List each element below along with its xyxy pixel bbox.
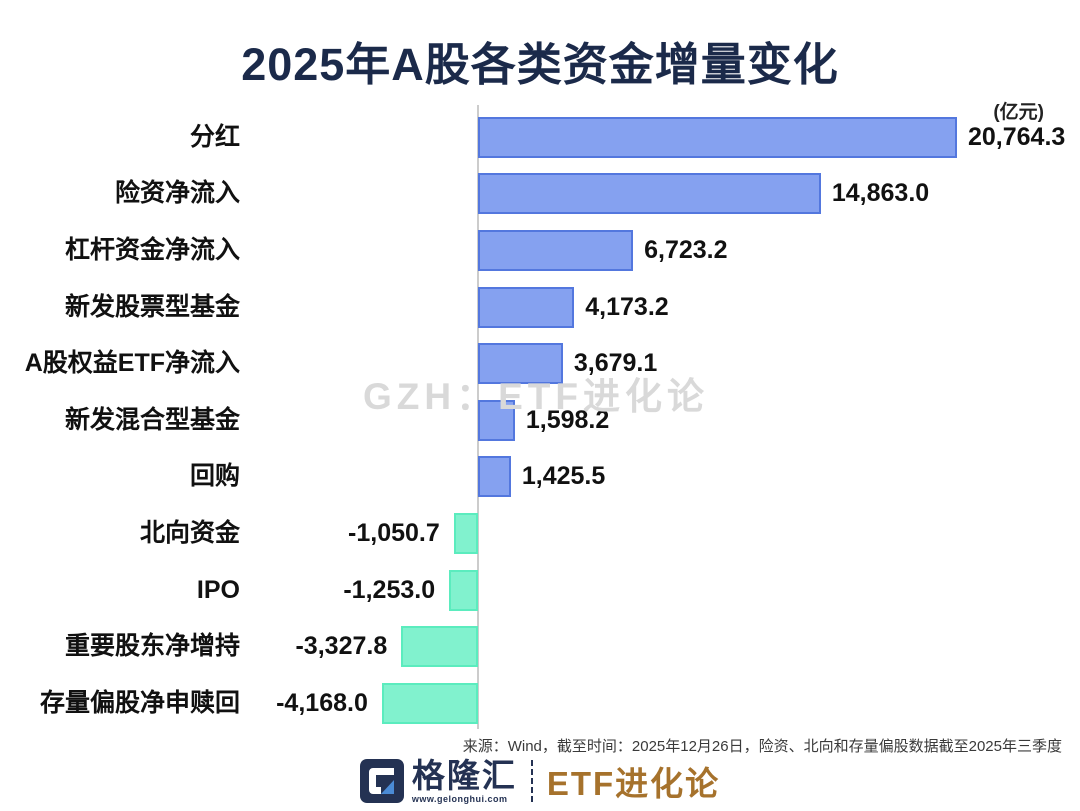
bar [478, 230, 634, 271]
bar-value-label: 4,173.2 [585, 292, 669, 321]
gelonghui-logo-icon [359, 758, 404, 803]
bar [478, 116, 957, 158]
bar-value-label: 20,764.3 [968, 122, 1066, 151]
bar [478, 399, 515, 441]
category-label: 回购 [189, 462, 240, 491]
category-label: IPO [196, 575, 240, 604]
brand-logo: 格隆汇 www.gelonghui.com [359, 758, 517, 804]
category-label: 北向资金 [139, 519, 240, 547]
source-note: 来源：Wind，截至时间：2025年12月26日，险资、北向和存量偏股数据截至2… [462, 738, 1062, 755]
category-label: 新发混合型基金 [64, 405, 240, 434]
bar [453, 513, 478, 554]
category-label: A股权益ETF净流入 [24, 349, 240, 378]
category-label: 重要股东净增持 [64, 632, 240, 661]
page-title: 2025年A股各类资金增量变化 [241, 39, 839, 90]
bar [401, 626, 478, 668]
bar-value-label: 1,598.2 [525, 405, 610, 434]
category-label: 新发股票型基金 [64, 292, 240, 321]
bar-value-label: -3,327.8 [295, 632, 388, 661]
footer-logo-bar: 格隆汇 www.gelonghui.com ETF进化论 [0, 757, 1080, 805]
brand-text: 格隆汇 www.gelonghui.com [412, 759, 517, 804]
bar [478, 286, 575, 328]
bar [381, 682, 478, 724]
bar-value-label: 1,425.5 [521, 462, 606, 491]
category-label: 存量偏股净申赎回 [39, 688, 240, 717]
category-label: 杠杆资金净流入 [64, 236, 240, 264]
bar-value-label: -1,253.0 [343, 575, 436, 604]
bar [478, 343, 563, 385]
unit-label: (亿元) [993, 102, 1044, 123]
category-label: 分红 [189, 122, 240, 151]
bar-value-label: -4,168.0 [276, 688, 368, 717]
category-label: 险资净流入 [114, 179, 240, 208]
account-name: ETF进化论 [546, 765, 721, 802]
bar-value-label: 14,863.0 [831, 179, 930, 208]
brand-name: 格隆汇 [411, 756, 517, 794]
bar [449, 569, 478, 611]
bar-value-label: 3,679.1 [573, 349, 658, 378]
bar [478, 173, 821, 215]
bar-value-label: 6,723.2 [644, 236, 728, 264]
bar-value-label: -1,050.7 [348, 519, 440, 547]
bar [478, 456, 511, 498]
footer-divider [530, 760, 533, 802]
brand-url: www.gelonghui.com [411, 793, 508, 804]
